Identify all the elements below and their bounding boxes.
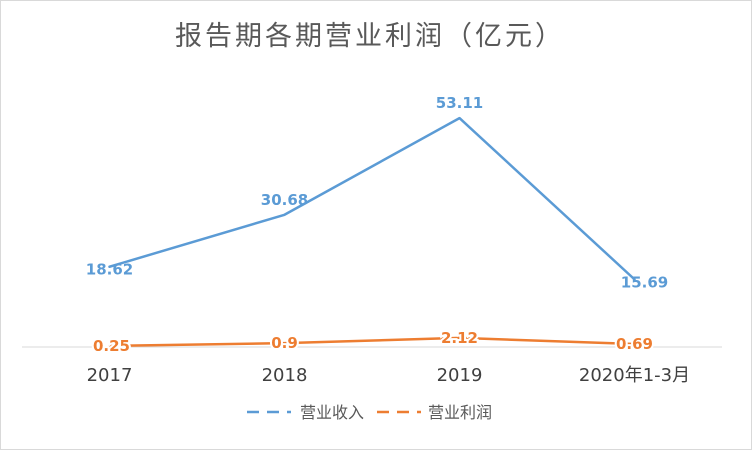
x-tick-label: 2018: [262, 365, 308, 386]
data-label: 0.9: [271, 334, 298, 352]
data-label: 0.69: [616, 335, 653, 353]
chart-title: 报告期各期营业利润（亿元）: [175, 21, 565, 52]
series-line-1: [108, 116, 636, 281]
data-label: 2.12: [441, 329, 478, 347]
legend-label-1: 营业收入: [300, 403, 364, 422]
data-label: 15.69: [621, 273, 668, 291]
plot-area: 2017 2018 2019 2020年1-3月 18.62 30.68 53.11 15.6…: [22, 94, 722, 386]
legend-label-2: 营业利润: [428, 403, 492, 422]
data-label: 53.11: [436, 94, 483, 112]
series-line-2: [108, 336, 636, 348]
legend: 营业收入 营业利润: [247, 403, 492, 422]
data-label: 0.25: [93, 337, 130, 355]
data-label: 30.68: [261, 191, 308, 209]
x-tick-label: 2019: [437, 365, 483, 386]
x-tick-label: 2017: [87, 365, 133, 386]
x-tick-label: 2020年1-3月: [579, 365, 690, 386]
data-label: 18.62: [86, 261, 133, 279]
